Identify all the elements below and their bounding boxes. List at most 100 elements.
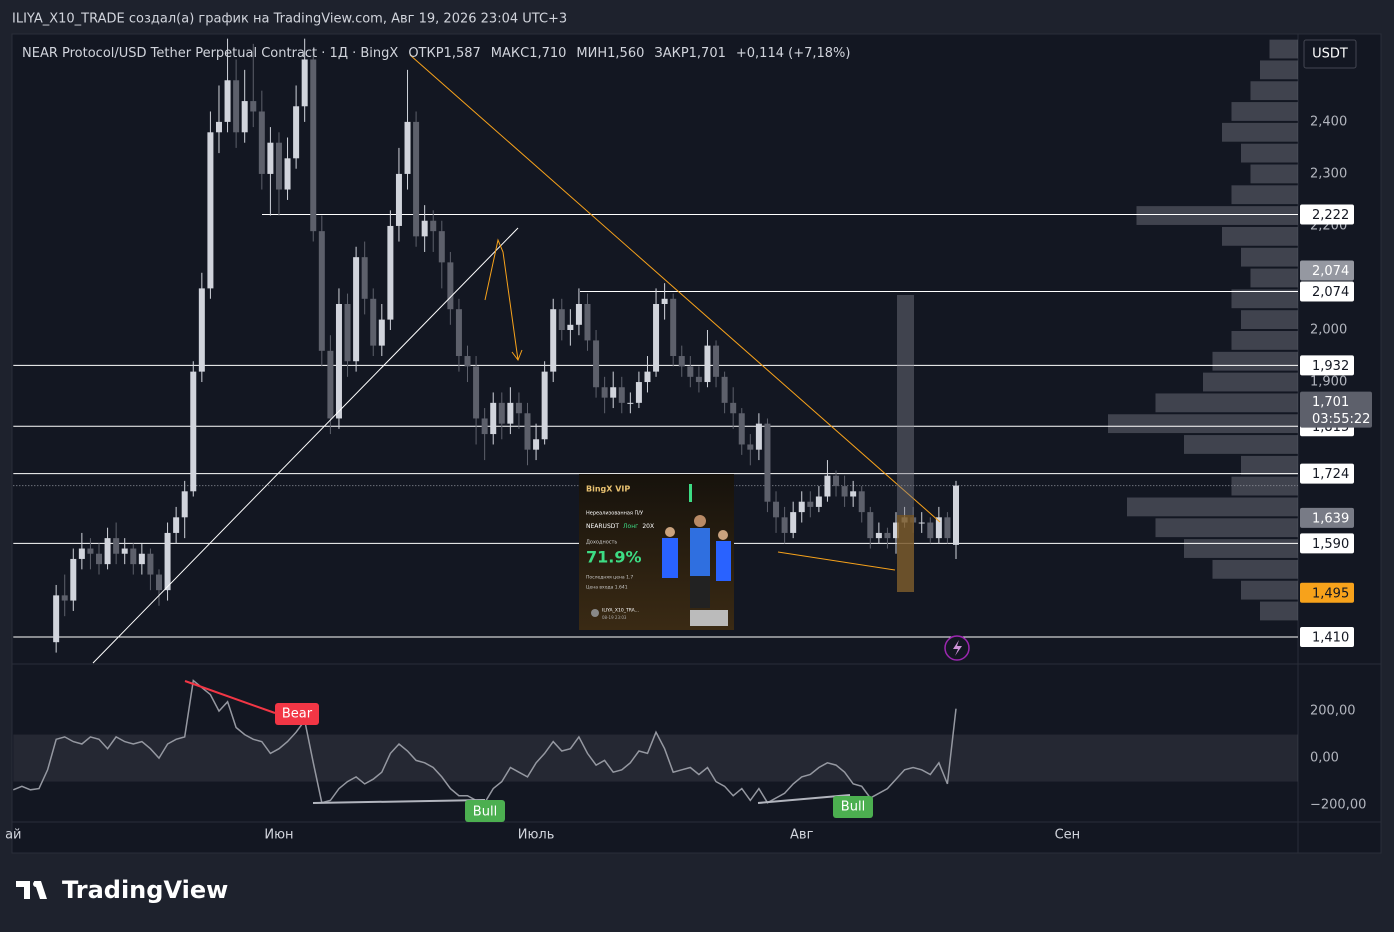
candle-body	[275, 142, 282, 190]
candle-body	[730, 402, 737, 414]
volume-profile-bar	[1260, 601, 1298, 621]
candle-body	[481, 418, 488, 435]
signal-label: Bull	[841, 800, 865, 815]
candle-body	[884, 532, 891, 539]
candle-body	[867, 512, 874, 539]
candle-body	[575, 303, 582, 325]
candle-body	[524, 413, 531, 450]
candle-body	[130, 548, 137, 565]
inset-card: BingX VIP Нереализованная П/У NEARUSDT Ло…	[579, 474, 734, 630]
candle-body	[250, 101, 257, 112]
candle-body	[644, 371, 651, 383]
price-label: 1,639	[1312, 511, 1349, 526]
candle-body	[635, 382, 642, 403]
candle-body	[850, 491, 857, 497]
candle-body	[164, 532, 171, 591]
x-tick-label: Июн	[264, 828, 293, 843]
inset-side: Лонг	[623, 523, 638, 530]
volume-profile-bar	[1184, 435, 1298, 454]
candle-body	[858, 491, 865, 513]
level-label-box	[1300, 626, 1354, 647]
currency-box[interactable]	[1303, 39, 1357, 69]
logo-text: TradingView	[62, 876, 228, 904]
main-layer	[13, 38, 959, 804]
countdown: 03:55:22	[1312, 412, 1370, 427]
inset-brand: BingX VIP	[586, 485, 630, 494]
candle-body	[455, 309, 462, 357]
inset-leverage: 20X	[642, 523, 654, 530]
candle-body	[113, 538, 120, 554]
inset-entry-price: Цена входа 1.641	[586, 585, 628, 591]
signal-label: Bear	[282, 707, 313, 722]
volume-profile-bar	[1250, 164, 1298, 184]
symbol-legend: NEAR Protocol/USD Tether Perpetual Contr…	[22, 46, 850, 61]
inset-symbol-name: NEARUSDT	[586, 523, 619, 530]
path-drawing	[484, 238, 519, 361]
level-label-box	[1300, 355, 1354, 376]
candle-body	[918, 522, 925, 524]
oscillator-tick-label: 200,00	[1310, 704, 1356, 719]
candle-body	[738, 413, 745, 445]
divergence-line	[312, 799, 486, 804]
event-icon-glyph	[953, 640, 962, 656]
candle-body	[344, 303, 351, 362]
candle-body	[610, 387, 617, 398]
inset-symbol: NEARUSDT Лонг 20X	[586, 523, 654, 530]
candle-body	[815, 496, 822, 507]
candle-body	[935, 517, 942, 539]
candle-body	[747, 444, 754, 450]
candle-body	[190, 371, 197, 492]
candle-body	[215, 121, 222, 133]
signal-label: Bull	[473, 805, 497, 820]
candle-body	[173, 517, 180, 533]
back-layer	[13, 39, 1298, 782]
inset-people	[662, 515, 731, 608]
oscillator-tick-label: −200,00	[1310, 798, 1366, 813]
candle-body	[755, 423, 762, 450]
candle-body	[104, 538, 111, 565]
candle-body	[70, 558, 77, 601]
volume-profile-bar	[1241, 310, 1298, 330]
candle-body	[687, 366, 694, 377]
volume-profile-bar	[1250, 268, 1298, 288]
signal-badge	[275, 703, 319, 725]
candle-body	[438, 231, 445, 263]
candle-body	[335, 303, 342, 419]
figure	[718, 530, 728, 540]
level-label: 1,724	[1312, 467, 1349, 482]
price-label-box	[1300, 507, 1354, 528]
x-tick-label: ай	[5, 828, 21, 843]
candle-body	[233, 80, 240, 133]
candle-body	[370, 298, 377, 346]
volume-profile-bar	[1231, 331, 1298, 350]
candle-body	[293, 106, 300, 159]
level-label: 1,410	[1312, 630, 1349, 645]
candle-body	[558, 309, 565, 331]
volume-profile-bar	[1222, 226, 1298, 246]
candle-body	[353, 257, 360, 362]
inset-qr	[690, 610, 728, 626]
candle-body	[284, 158, 291, 190]
y-tick-label: 2,300	[1310, 166, 1347, 181]
candle-body	[695, 376, 702, 383]
volume-profile-bar	[1269, 39, 1298, 59]
divergence-line	[184, 680, 276, 714]
ohlc: МАКС1,710	[491, 46, 567, 61]
candle-body	[515, 402, 522, 414]
candle-body	[413, 121, 420, 237]
candle-body	[670, 298, 677, 357]
volume-profile-bar	[1212, 559, 1298, 579]
candle-body	[87, 548, 94, 554]
x-tick-label: Авг	[790, 828, 814, 843]
candle-body	[361, 257, 368, 299]
candle-body	[318, 231, 325, 351]
candle-body	[310, 59, 317, 232]
header: ILIYA_X10_TRADE создал(а) график на Trad…	[12, 12, 567, 27]
inset-title: Нереализованная П/У	[586, 511, 643, 517]
candle-body	[301, 59, 308, 107]
candle-body	[507, 402, 514, 424]
candle-body	[181, 491, 188, 518]
volume-profile-bar	[1241, 143, 1298, 163]
y-tick-label: 1,900	[1310, 375, 1347, 390]
